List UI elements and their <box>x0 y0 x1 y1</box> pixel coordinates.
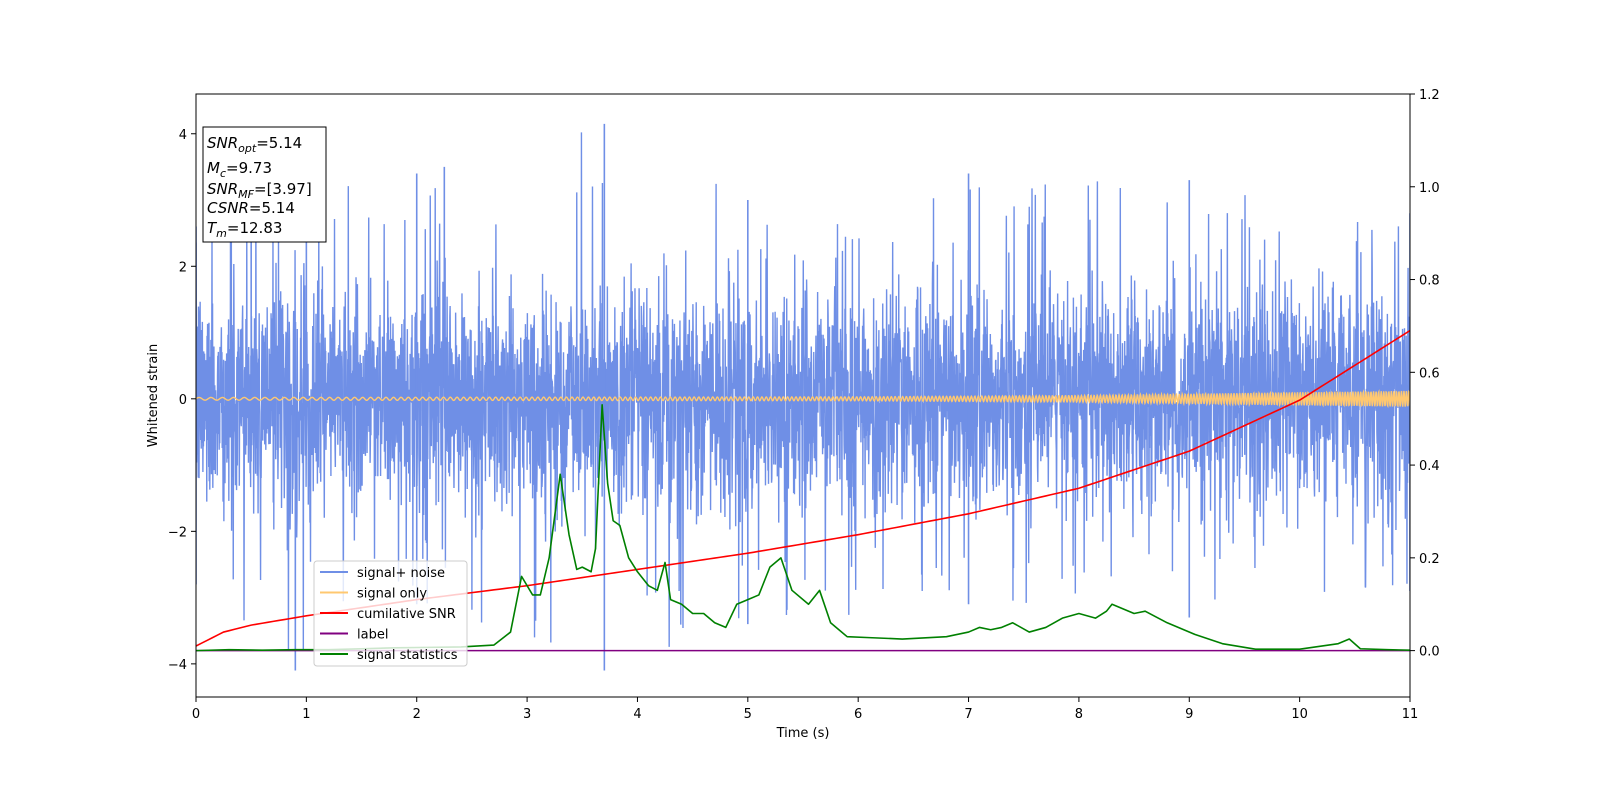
y-tick-label: 2 <box>179 260 187 275</box>
axes: 0 1 2 3 4 5 6 7 8 9 10 11 −4 −2 0 2 4 0.0 0.2 0.4 0.6 0.8 1.0 1… <box>168 88 1440 722</box>
x-tick-label: 10 <box>1291 707 1308 722</box>
x-tick-label: 0 <box>192 707 200 722</box>
annotation-line: Mc=9.73 <box>207 159 272 180</box>
legend-entry: signal only <box>357 587 427 602</box>
y2-tick-label: 0.4 <box>1419 459 1440 474</box>
annotation-line: CSNR=5.14 <box>207 199 295 217</box>
y2-tick-label: 0.8 <box>1419 274 1440 289</box>
x-tick-label: 9 <box>1185 707 1193 722</box>
x-axis-label: Time (s) <box>776 726 830 741</box>
y-tick-label: 4 <box>179 128 187 143</box>
x-tick-label: 7 <box>964 707 972 722</box>
legend-entry: cumilative SNR <box>357 607 456 622</box>
x-tick-label: 3 <box>523 707 531 722</box>
annotation-line: SNRMF=[3.97] <box>207 180 312 201</box>
legend-entry: label <box>357 628 388 643</box>
x-tick-label: 11 <box>1402 707 1419 722</box>
y-axis-label: Whitened strain <box>146 344 161 447</box>
y-tick-label: −2 <box>168 525 187 540</box>
legend-entry: signal statistics <box>357 648 458 663</box>
annotation-line: SNRopt=5.14 <box>207 134 302 155</box>
series-signal-noise-line <box>196 132 1410 651</box>
x-tick-label: 8 <box>1075 707 1083 722</box>
x-tick-label: 1 <box>302 707 310 722</box>
y2-tick-label: 0.2 <box>1419 552 1440 567</box>
y-tick-label: 0 <box>179 393 187 408</box>
y2-tick-label: 1.0 <box>1419 181 1440 196</box>
plot-frame <box>195 93 1411 698</box>
series-signal-only-line <box>196 389 1410 409</box>
legend-frame <box>313 560 468 667</box>
x-tick-label: 2 <box>413 707 421 722</box>
annotation-frame <box>202 126 327 243</box>
legend-entry: signal+ noise <box>357 566 445 581</box>
series-signal-statistics-line <box>196 403 1410 652</box>
y2-tick-label: 1.2 <box>1419 88 1440 103</box>
x-tick-label: 5 <box>744 707 752 722</box>
y2-tick-label: 0.6 <box>1419 366 1440 381</box>
legend: signal+ noise signal only cumilative SNR la… <box>313 560 468 667</box>
annotation-line: Tm=12.83 <box>207 219 282 240</box>
y-tick-label: −4 <box>168 658 187 673</box>
x-tick-label: 4 <box>633 707 641 722</box>
x-tick-label: 6 <box>854 707 862 722</box>
y2-tick-label: 0.0 <box>1419 645 1440 660</box>
